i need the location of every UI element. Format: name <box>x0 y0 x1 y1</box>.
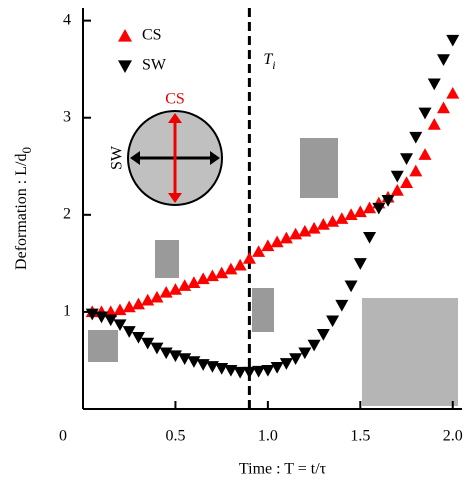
inset-arrowhead <box>130 151 220 165</box>
marker <box>215 363 229 375</box>
marker <box>252 245 266 257</box>
y-tick-label: 4 <box>63 11 71 28</box>
photo <box>300 138 338 198</box>
marker <box>261 364 275 377</box>
legend-marker <box>118 60 132 73</box>
marker <box>122 326 136 338</box>
y-tick-label: 3 <box>63 108 71 125</box>
marker <box>326 315 340 328</box>
marker <box>131 297 145 310</box>
photo <box>155 240 179 278</box>
marker <box>270 362 284 374</box>
y-tick-label: 1 <box>63 303 71 320</box>
marker <box>104 314 118 327</box>
marker <box>224 364 238 377</box>
marker <box>400 176 414 188</box>
reference-label: Ti <box>263 51 275 72</box>
photo <box>362 298 458 406</box>
x-tick-label: 1.0 <box>258 428 278 445</box>
photo <box>252 288 274 332</box>
marker <box>372 202 386 215</box>
marker <box>316 329 330 341</box>
y-tick-label: 2 <box>63 205 71 222</box>
marker <box>150 342 164 355</box>
marker <box>196 359 210 371</box>
label-part: 0 <box>19 147 34 154</box>
marker <box>113 319 127 332</box>
photo <box>88 330 118 362</box>
marker <box>279 231 293 244</box>
marker <box>427 118 441 130</box>
x-tick-label: 0 <box>59 428 67 445</box>
legend-label: CS <box>142 27 162 44</box>
legend-marker <box>118 29 132 42</box>
marker <box>261 239 275 252</box>
marker <box>363 201 377 214</box>
marker <box>390 170 404 183</box>
marker <box>353 258 367 270</box>
marker <box>242 366 256 379</box>
marker <box>446 34 460 47</box>
marker <box>242 252 256 264</box>
marker <box>400 153 414 165</box>
marker <box>150 290 164 303</box>
marker <box>307 221 321 234</box>
marker <box>279 358 293 370</box>
marker <box>215 266 229 279</box>
marker <box>446 86 460 99</box>
marker <box>224 262 238 275</box>
x-axis-label: Time : T = t/τ <box>239 461 327 478</box>
label-part: i <box>272 58 275 72</box>
marker <box>418 148 432 160</box>
x-tick-label: 0.5 <box>165 428 185 445</box>
label-part: Deformation : L/d <box>13 154 30 270</box>
marker <box>335 212 349 224</box>
marker <box>437 54 451 66</box>
marker <box>141 337 155 350</box>
marker <box>381 195 395 207</box>
x-tick-label: 1.5 <box>350 428 370 445</box>
inset-label: CS <box>165 91 185 108</box>
marker <box>427 78 441 91</box>
legend-label: SW <box>142 57 167 74</box>
marker <box>437 101 451 114</box>
marker <box>344 280 358 293</box>
marker <box>289 353 303 366</box>
y-axis-label: Deformation : L/d0 <box>13 147 34 270</box>
marker <box>307 339 321 352</box>
marker <box>390 184 404 196</box>
marker <box>409 164 423 177</box>
marker <box>168 283 182 295</box>
marker <box>363 231 377 244</box>
inset-label: SW <box>109 145 126 170</box>
marker <box>252 365 266 378</box>
marker <box>298 347 312 360</box>
marker <box>270 235 284 248</box>
marker <box>233 366 247 379</box>
marker <box>104 305 118 318</box>
marker <box>409 131 423 144</box>
marker <box>353 205 367 218</box>
marker <box>187 276 201 288</box>
inset-arrowhead <box>168 113 182 203</box>
marker <box>131 331 145 344</box>
marker <box>205 361 219 373</box>
marker <box>418 107 432 120</box>
marker <box>233 258 247 271</box>
x-tick-label: 2.0 <box>443 428 463 445</box>
label-part: T <box>263 51 273 68</box>
marker <box>335 299 349 312</box>
